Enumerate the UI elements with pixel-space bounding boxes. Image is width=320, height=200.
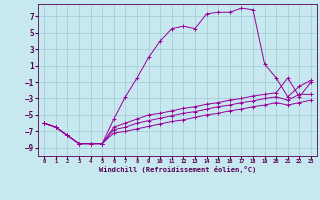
X-axis label: Windchill (Refroidissement éolien,°C): Windchill (Refroidissement éolien,°C) bbox=[99, 166, 256, 173]
